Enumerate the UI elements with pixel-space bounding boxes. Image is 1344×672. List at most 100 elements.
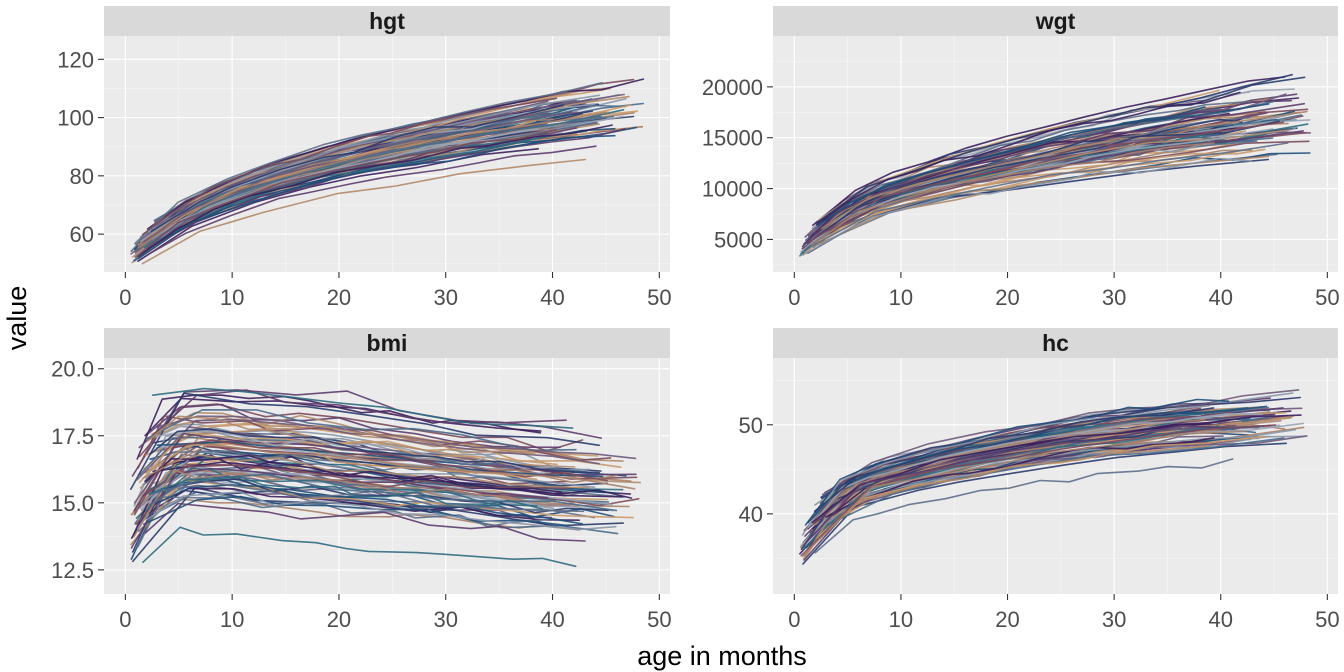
child-trajectory-line	[144, 397, 542, 437]
panel-hgt: hgt 0 10 20 30 40 50 60 80 100 120	[57, 6, 672, 310]
y-tick-label: 5000	[714, 227, 763, 252]
child-trajectory-line	[816, 147, 1253, 243]
child-trajectory-line	[811, 414, 1302, 524]
child-trajectory-line	[144, 454, 562, 493]
panel-bmi: bmi 0 10 20 30 40 50 12.5 15.0 17.5 20.0	[51, 328, 672, 632]
y-tick-label: 20000	[702, 75, 763, 100]
child-trajectory-line	[144, 502, 586, 542]
child-trajectory-line	[135, 128, 557, 258]
child-trajectory-line	[135, 463, 640, 526]
child-trajectory-line	[151, 145, 597, 253]
child-trajectory-line	[825, 437, 1215, 518]
y-tick-label: 120	[57, 47, 94, 72]
child-trajectory-line	[133, 469, 578, 538]
child-trajectory-line	[814, 458, 1234, 554]
series-lines	[799, 73, 1312, 257]
child-trajectory-line	[150, 450, 548, 488]
child-trajectory-line	[142, 443, 636, 490]
y-tick-label: 17.5	[51, 424, 94, 449]
child-trajectory-line	[137, 134, 616, 260]
child-trajectory-line	[149, 475, 544, 510]
child-trajectory-line	[141, 158, 587, 265]
child-trajectory-line	[150, 104, 564, 232]
child-trajectory-line	[811, 142, 1289, 247]
child-trajectory-line	[138, 403, 584, 458]
child-trajectory-line	[807, 100, 1251, 237]
x-tick-label: 30	[433, 285, 457, 310]
series-lines	[130, 78, 645, 265]
strip-hc	[773, 328, 1338, 358]
child-trajectory-line	[807, 405, 1268, 524]
x-tick-label: 20	[995, 607, 1019, 632]
child-trajectory-line	[152, 461, 623, 498]
child-trajectory-line	[812, 76, 1286, 226]
child-trajectory-line	[149, 428, 600, 474]
child-trajectory-line	[808, 413, 1264, 528]
x-tick-label: 0	[788, 285, 800, 310]
y-tick-label: 60	[70, 222, 94, 247]
child-trajectory-line	[803, 404, 1211, 532]
child-trajectory-line	[810, 142, 1215, 246]
x-axis-title: age in months	[637, 641, 807, 671]
child-trajectory-line	[147, 415, 536, 455]
y-axis-title: value	[2, 286, 32, 351]
child-trajectory-line	[802, 442, 1287, 565]
child-trajectory-line	[804, 398, 1230, 526]
x-tick-label: 40	[540, 285, 564, 310]
child-trajectory-line	[807, 121, 1285, 244]
strip-bmi	[104, 328, 670, 358]
panel-wgt: wgt 0 10 20 30 40 50 5000 10000 15000 20000	[702, 6, 1340, 310]
child-trajectory-line	[137, 124, 613, 257]
child-trajectory-line	[801, 102, 1305, 248]
x-tick-label: 20	[327, 607, 351, 632]
y-tick-label: 50	[739, 413, 763, 438]
child-trajectory-line	[139, 111, 610, 248]
child-trajectory-line	[821, 110, 1308, 230]
child-trajectory-line	[148, 473, 618, 512]
strip-wgt	[773, 6, 1338, 36]
x-tick-label: 10	[889, 285, 913, 310]
child-trajectory-line	[147, 477, 585, 513]
child-trajectory-line	[134, 82, 603, 245]
child-trajectory-line	[147, 403, 561, 449]
child-trajectory-line	[151, 387, 574, 429]
x-tick-label: 0	[119, 607, 131, 632]
strip-label-wgt: wgt	[1035, 8, 1076, 34]
child-trajectory-line	[812, 137, 1224, 242]
child-trajectory-line	[142, 422, 622, 471]
child-trajectory-line	[130, 392, 600, 490]
strip-label-hc: hc	[1042, 330, 1069, 356]
x-tick-label: 50	[1315, 285, 1339, 310]
x-tick-label: 10	[220, 285, 244, 310]
panel-hc: hc 0 10 20 30 40 50 40 50	[739, 328, 1340, 632]
x-tick-label: 30	[1102, 285, 1126, 310]
x-tick-label: 30	[433, 607, 457, 632]
y-tick-label: 40	[739, 502, 763, 527]
child-trajectory-line	[142, 526, 577, 568]
child-trajectory-line	[153, 130, 588, 244]
child-trajectory-line	[154, 454, 590, 489]
x-tick-label: 50	[647, 607, 671, 632]
child-trajectory-line	[133, 432, 637, 512]
child-trajectory-line	[147, 487, 580, 521]
y-tick-label: 12.5	[51, 558, 94, 583]
child-trajectory-line	[809, 418, 1205, 526]
child-trajectory-line	[132, 486, 624, 563]
child-trajectory-line	[815, 91, 1241, 226]
child-trajectory-line	[151, 415, 637, 460]
child-trajectory-line	[149, 464, 538, 507]
child-trajectory-line	[817, 106, 1206, 227]
child-trajectory-line	[137, 494, 549, 548]
strip-hgt	[104, 6, 670, 36]
child-trajectory-line	[143, 495, 570, 527]
series-lines	[130, 387, 641, 568]
x-tick-label: 40	[1208, 285, 1232, 310]
child-trajectory-line	[801, 430, 1246, 557]
series-lines	[799, 389, 1308, 565]
child-trajectory-line	[141, 97, 558, 236]
x-tick-label: 10	[220, 607, 244, 632]
x-tick-label: 10	[889, 607, 913, 632]
child-trajectory-line	[804, 100, 1274, 241]
